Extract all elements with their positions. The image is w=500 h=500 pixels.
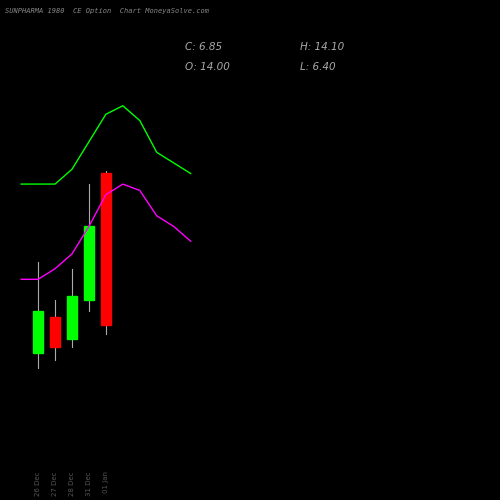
Text: L: 6.40: L: 6.40 [300, 62, 336, 72]
FancyBboxPatch shape [50, 318, 59, 347]
FancyBboxPatch shape [101, 174, 110, 325]
Text: H: 14.10: H: 14.10 [300, 42, 344, 52]
Text: O: 14.00: O: 14.00 [185, 62, 230, 72]
FancyBboxPatch shape [68, 296, 76, 339]
Text: C: 6.85: C: 6.85 [185, 42, 222, 52]
FancyBboxPatch shape [34, 311, 42, 354]
FancyBboxPatch shape [84, 226, 94, 300]
Text: SUNPHARMA 1980  CE Option  Chart MoneyaSolve.com: SUNPHARMA 1980 CE Option Chart MoneyaSol… [5, 8, 209, 14]
